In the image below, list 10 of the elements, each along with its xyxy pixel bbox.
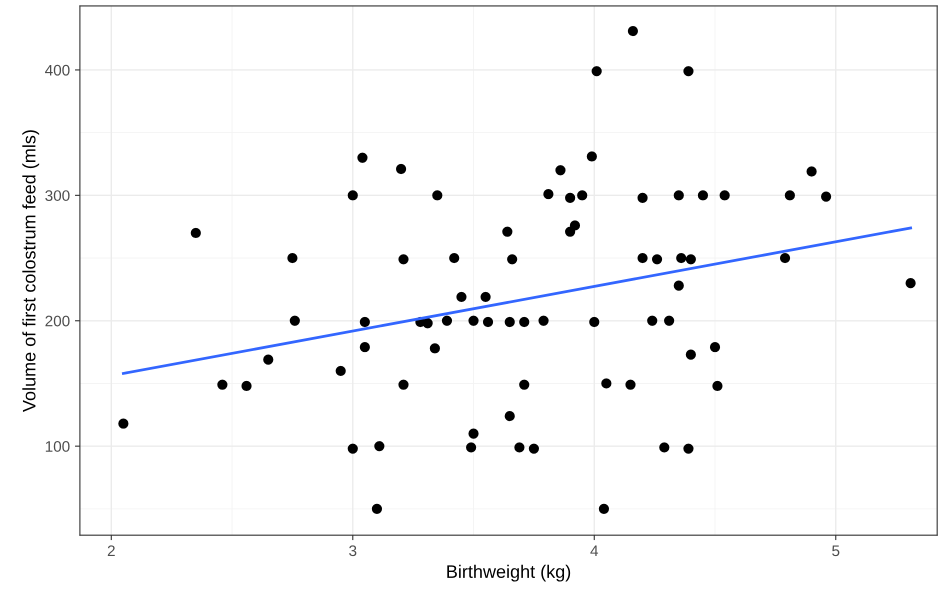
x-tick-label: 4: [590, 545, 598, 556]
y-tick-label: 400: [45, 64, 70, 76]
x-axis-title: Birthweight (kg): [447, 564, 570, 582]
y-tick-label: 200: [45, 316, 70, 326]
y-tick-label: 100: [46, 441, 70, 452]
y-tick-label: 300: [45, 190, 70, 202]
y-axis-title: Volume of first colostrum feed (mls): [22, 130, 40, 412]
x-tick-label: 5: [832, 545, 840, 556]
x-tick-label: 2: [108, 545, 115, 556]
x-tick-label: 3: [349, 545, 356, 556]
